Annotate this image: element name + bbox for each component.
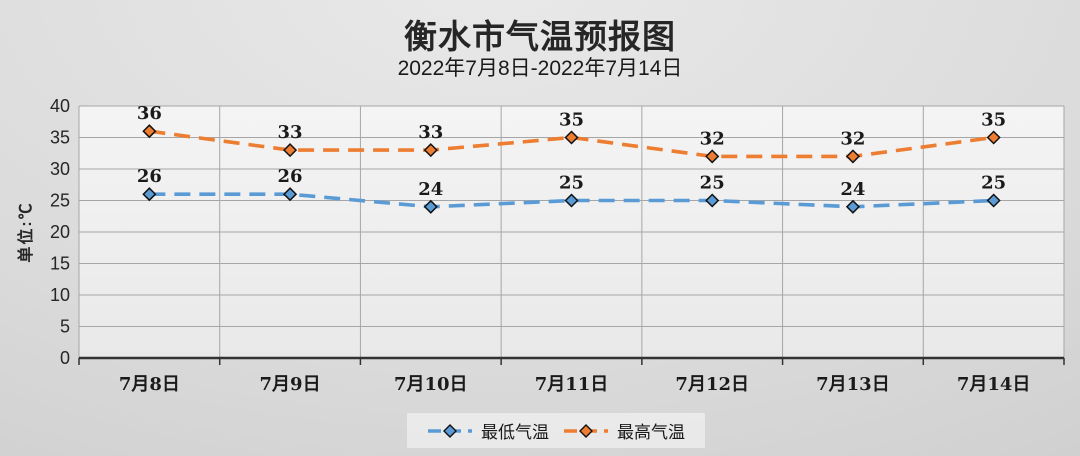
data-point-marker: [283, 187, 298, 202]
x-axis-label: 7月9日: [260, 374, 321, 395]
data-point-marker: [564, 193, 579, 208]
data-point-marker: [705, 193, 720, 208]
data-label: 25: [700, 173, 725, 194]
y-axis-tick-label: 40: [50, 96, 70, 116]
data-point-marker: [705, 149, 720, 164]
y-axis-title: 单位:℃: [16, 201, 35, 262]
x-axis-label: 7月12日: [675, 374, 749, 395]
data-point-marker: [283, 143, 298, 158]
data-label: 25: [981, 173, 1006, 194]
data-label: 24: [418, 179, 443, 200]
y-axis-tick-label: 20: [50, 222, 70, 242]
chart-subtitle: 2022年7月8日-2022年7月14日: [397, 57, 683, 80]
data-point-marker: [423, 143, 438, 158]
y-axis-tick-label: 35: [50, 128, 70, 148]
x-axis-label: 7月10日: [394, 374, 468, 395]
data-label: 32: [840, 128, 865, 149]
legend-label-max-temp: 最高气温: [617, 423, 685, 443]
data-point-marker: [423, 199, 438, 214]
y-axis-tick-label: 15: [50, 254, 70, 274]
x-axis-label: 7月11日: [535, 374, 609, 395]
y-axis-tick-label: 30: [50, 159, 70, 179]
data-label: 24: [840, 179, 865, 200]
legend-marker-0: [428, 423, 472, 438]
x-axis-label: 7月8日: [119, 374, 180, 395]
data-label: 35: [981, 110, 1006, 131]
data-label: 33: [278, 122, 303, 143]
y-axis-tick-label: 25: [50, 191, 70, 211]
data-point-marker: [845, 149, 860, 164]
data-point-marker: [986, 130, 1001, 145]
y-axis-tick-label: 0: [60, 348, 70, 368]
y-axis-tick-label: 5: [60, 317, 70, 337]
data-label: 26: [278, 166, 303, 187]
data-label: 33: [418, 122, 443, 143]
y-axis-tick-label: 10: [50, 285, 70, 305]
chart-legend: 最低气温 最高气温: [407, 413, 705, 448]
data-point-marker: [142, 124, 157, 139]
x-axis-label: 7月14日: [957, 374, 1031, 395]
data-label: 35: [559, 110, 584, 131]
data-label: 32: [700, 128, 725, 149]
legend-marker-1: [564, 423, 608, 438]
data-label: 26: [137, 166, 162, 187]
data-point-marker: [142, 187, 157, 202]
x-axis-label: 7月13日: [816, 374, 890, 395]
data-point-marker: [845, 199, 860, 214]
data-label: 25: [559, 173, 584, 194]
data-point-marker: [564, 130, 579, 145]
legend-item-min-temp: 最低气温: [427, 418, 549, 443]
data-label: 36: [137, 103, 162, 124]
data-point-marker: [986, 193, 1001, 208]
legend-item-max-temp: 最高气温: [563, 418, 685, 443]
legend-label-min-temp: 最低气温: [481, 423, 549, 443]
chart-title: 衡水市气温预报图: [404, 18, 676, 55]
